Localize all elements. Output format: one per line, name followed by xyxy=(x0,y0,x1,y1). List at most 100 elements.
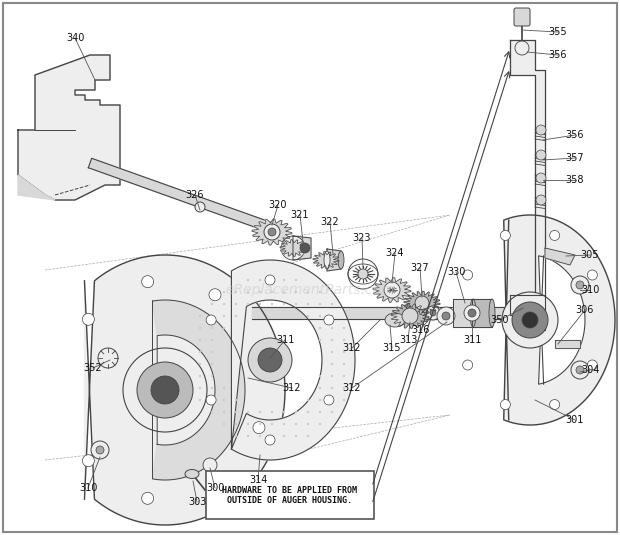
Circle shape xyxy=(343,351,345,353)
Circle shape xyxy=(442,312,450,320)
Circle shape xyxy=(271,303,273,305)
Circle shape xyxy=(82,314,94,325)
Text: 355: 355 xyxy=(549,27,567,37)
Circle shape xyxy=(247,303,249,305)
Polygon shape xyxy=(539,256,585,384)
Circle shape xyxy=(331,339,333,341)
Polygon shape xyxy=(313,251,339,269)
Circle shape xyxy=(331,363,333,365)
Circle shape xyxy=(283,291,285,293)
Circle shape xyxy=(307,291,309,293)
Circle shape xyxy=(199,399,202,401)
Circle shape xyxy=(331,375,333,377)
Text: 356: 356 xyxy=(565,130,584,140)
Circle shape xyxy=(209,289,221,301)
Circle shape xyxy=(235,315,237,317)
Text: 356: 356 xyxy=(549,50,567,60)
Text: 327: 327 xyxy=(410,263,429,273)
Circle shape xyxy=(271,435,273,437)
Polygon shape xyxy=(453,299,473,327)
Circle shape xyxy=(91,441,109,459)
Circle shape xyxy=(512,302,548,338)
Circle shape xyxy=(319,387,321,389)
Polygon shape xyxy=(293,236,311,260)
Circle shape xyxy=(223,327,225,329)
Circle shape xyxy=(522,312,538,328)
Circle shape xyxy=(307,399,309,401)
Circle shape xyxy=(576,366,584,374)
Circle shape xyxy=(264,224,280,240)
Circle shape xyxy=(283,423,285,425)
Circle shape xyxy=(271,291,273,293)
Circle shape xyxy=(300,243,310,253)
Polygon shape xyxy=(404,292,440,315)
Circle shape xyxy=(294,279,297,281)
Circle shape xyxy=(211,315,213,317)
Circle shape xyxy=(235,423,237,425)
Text: 301: 301 xyxy=(566,415,584,425)
Circle shape xyxy=(468,309,476,317)
Circle shape xyxy=(319,291,321,293)
Text: 324: 324 xyxy=(386,248,404,258)
Text: 320: 320 xyxy=(268,200,287,210)
Circle shape xyxy=(515,41,529,55)
Text: 316: 316 xyxy=(411,325,429,335)
Ellipse shape xyxy=(385,313,405,327)
Text: 314: 314 xyxy=(249,475,267,485)
Text: 340: 340 xyxy=(66,33,84,43)
Circle shape xyxy=(141,492,154,505)
Circle shape xyxy=(587,360,597,370)
Circle shape xyxy=(319,303,321,305)
Circle shape xyxy=(319,315,321,317)
Circle shape xyxy=(211,411,213,413)
Circle shape xyxy=(266,222,278,234)
Circle shape xyxy=(259,291,261,293)
Circle shape xyxy=(259,279,261,281)
Circle shape xyxy=(211,375,213,377)
Circle shape xyxy=(283,411,285,413)
Text: 311: 311 xyxy=(276,335,294,345)
Circle shape xyxy=(294,411,297,413)
Circle shape xyxy=(223,291,225,293)
Circle shape xyxy=(211,387,213,389)
Circle shape xyxy=(384,282,400,298)
Circle shape xyxy=(223,423,225,425)
Circle shape xyxy=(536,125,546,135)
Polygon shape xyxy=(545,248,575,265)
Polygon shape xyxy=(18,55,120,200)
Text: 312: 312 xyxy=(343,383,361,393)
Circle shape xyxy=(253,346,265,358)
Circle shape xyxy=(235,411,237,413)
Text: 321: 321 xyxy=(291,210,309,220)
Text: 350: 350 xyxy=(491,315,509,325)
Circle shape xyxy=(281,236,305,260)
Text: 330: 330 xyxy=(447,267,465,277)
FancyBboxPatch shape xyxy=(514,8,530,26)
Circle shape xyxy=(268,228,276,236)
Polygon shape xyxy=(252,219,292,245)
Circle shape xyxy=(549,231,560,240)
Circle shape xyxy=(206,315,216,325)
Circle shape xyxy=(211,303,213,305)
Circle shape xyxy=(331,327,333,329)
Circle shape xyxy=(211,327,213,329)
Circle shape xyxy=(82,455,94,467)
Circle shape xyxy=(319,327,321,329)
Text: eReplacementParts.com: eReplacementParts.com xyxy=(225,283,395,297)
Text: 300: 300 xyxy=(206,483,224,493)
Circle shape xyxy=(258,348,282,372)
Circle shape xyxy=(319,411,321,413)
Circle shape xyxy=(271,423,273,425)
Circle shape xyxy=(123,348,207,432)
Text: 310: 310 xyxy=(79,483,97,493)
Text: 323: 323 xyxy=(353,233,371,243)
Text: 312: 312 xyxy=(283,383,301,393)
Circle shape xyxy=(247,423,249,425)
Circle shape xyxy=(331,399,333,401)
Circle shape xyxy=(199,339,202,341)
Circle shape xyxy=(463,270,472,280)
Circle shape xyxy=(199,387,202,389)
Polygon shape xyxy=(472,299,492,327)
Polygon shape xyxy=(18,175,55,200)
Circle shape xyxy=(259,411,261,413)
